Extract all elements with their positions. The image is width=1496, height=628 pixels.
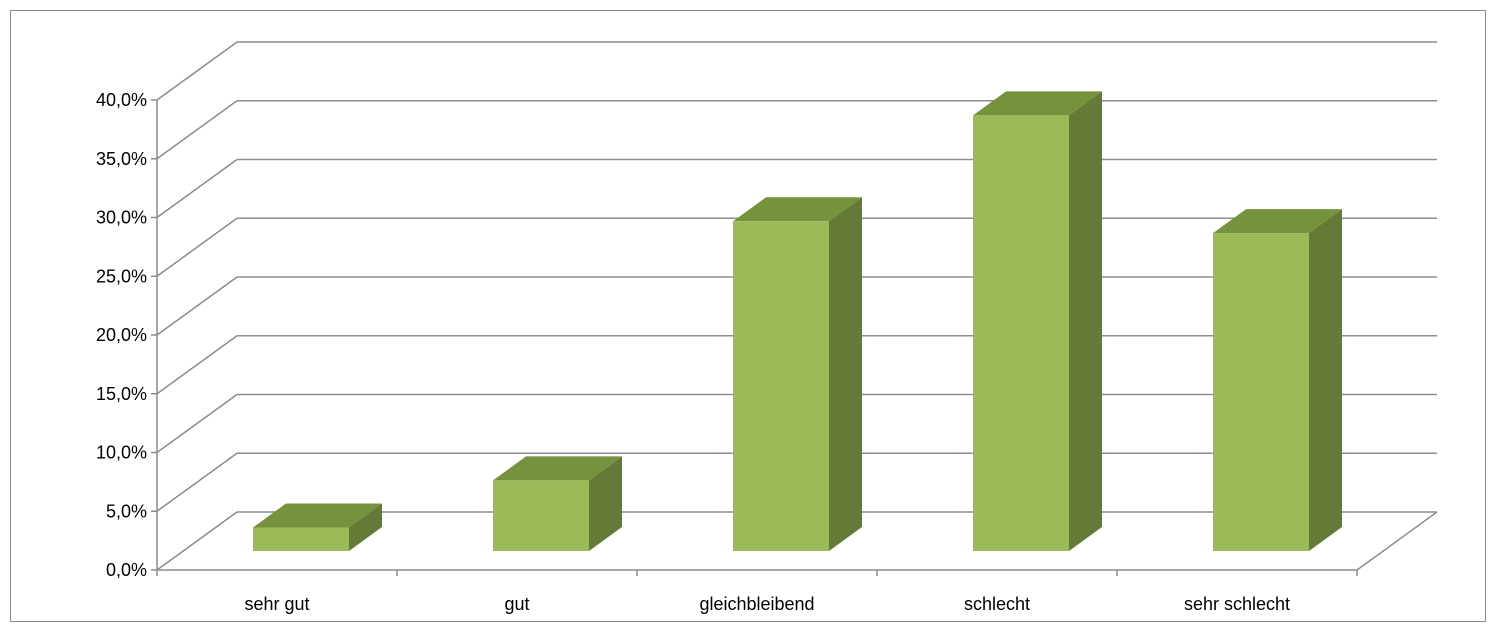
- bar-front: [253, 527, 349, 551]
- bar-top: [973, 91, 1102, 116]
- bar-top: [1213, 209, 1342, 234]
- y-tick-label: 10,0%: [96, 443, 147, 463]
- y-tick-label: 35,0%: [96, 149, 147, 169]
- gridline-side: [156, 276, 238, 336]
- bar-front: [1213, 233, 1309, 551]
- x-category-label: gleichbleibend: [699, 594, 814, 614]
- gridline-side: [156, 100, 238, 160]
- bar-schlecht: [973, 91, 1102, 551]
- bar-front: [973, 115, 1069, 551]
- bar-side: [829, 197, 862, 552]
- axes: [151, 99, 1358, 576]
- bar-top: [493, 456, 622, 481]
- bar-sehr-gut: [253, 503, 382, 551]
- bar-front: [493, 480, 589, 551]
- bar-side: [349, 503, 382, 551]
- bar-side: [1309, 209, 1342, 551]
- gridline-side: [156, 41, 238, 101]
- gridline-side: [156, 511, 238, 571]
- bar-top: [733, 197, 862, 222]
- y-tick-label: 30,0%: [96, 208, 147, 228]
- bar-front: [733, 221, 829, 552]
- x-category-label: sehr gut: [244, 594, 309, 614]
- x-category-label: sehr schlecht: [1184, 594, 1290, 614]
- bar-side: [1069, 91, 1102, 551]
- bar-top: [253, 503, 382, 528]
- y-tick-label: 20,0%: [96, 325, 147, 345]
- bar-side: [589, 456, 622, 551]
- bar-gleichbleibend: [733, 197, 862, 552]
- gridline-side: [156, 217, 238, 277]
- gridline-side: [156, 158, 238, 219]
- bar-sehr-schlecht: [1213, 209, 1342, 551]
- labels: 0,0% 5,0% 10,0% 15,0% 20,0% 25,0% 30,0% 35,0% 40…: [96, 90, 1290, 614]
- y-tick-label: 5,0%: [106, 501, 147, 521]
- bar-gut: [493, 456, 622, 551]
- gridline-side: [156, 452, 238, 512]
- gridline-side: [156, 335, 238, 395]
- x-category-label: gut: [504, 594, 529, 614]
- y-tick-label: 0,0%: [106, 560, 147, 580]
- floor-edge: [1356, 511, 1438, 571]
- x-category-label: schlecht: [964, 594, 1030, 614]
- y-tick-label: 15,0%: [96, 384, 147, 404]
- y-tick-label: 25,0%: [96, 266, 147, 286]
- y-tick-label: 40,0%: [96, 90, 147, 110]
- bars: [253, 91, 1342, 552]
- gridline-side: [156, 393, 238, 454]
